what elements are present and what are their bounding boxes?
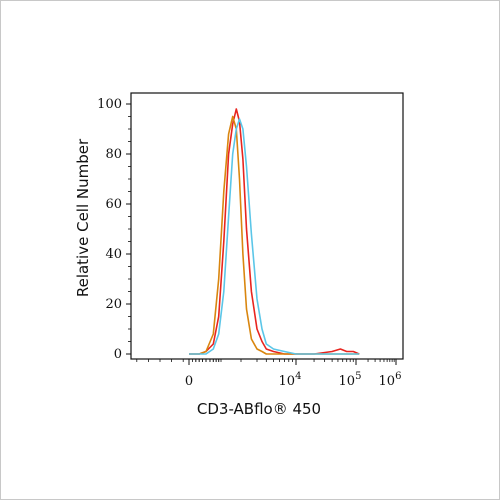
histogram-series-1 [189,108,360,355]
y-tick-label: 40 [105,247,122,262]
y-tick-label: 60 [105,197,122,212]
histogram-series-2 [189,115,360,355]
y-tick-label: 80 [105,147,122,162]
y-axis-title: Relative Cell Number [74,138,92,297]
plot-border [130,92,404,360]
x-tick-label: 106 [379,371,402,389]
x-tick-label: 105 [339,371,362,389]
x-axis-title: CD3-ABflo® 450 [197,400,321,418]
y-tick-label: 0 [114,347,122,362]
y-tick-label: 100 [97,97,122,112]
x-tick-label: 104 [279,371,302,389]
x-tick-label: 0 [185,374,193,389]
y-tick-label: 20 [105,297,122,312]
histogram-series-3 [189,118,360,355]
